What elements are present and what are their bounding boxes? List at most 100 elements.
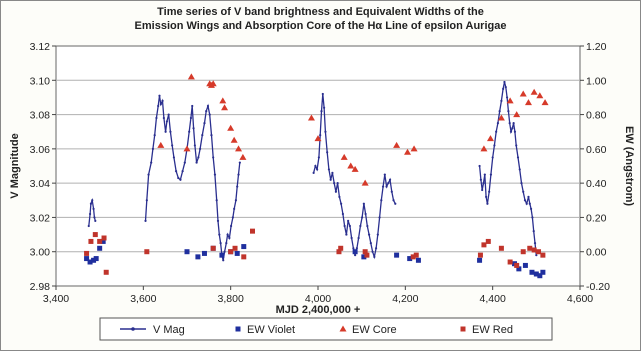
vmag-point xyxy=(88,212,92,216)
vmag-point xyxy=(505,96,509,99)
data-point xyxy=(413,252,419,258)
vmag-point xyxy=(319,134,322,137)
data-point xyxy=(340,153,348,160)
data-point xyxy=(234,250,240,256)
vmag-point xyxy=(183,161,186,164)
vmag-point xyxy=(507,110,510,113)
data-point xyxy=(541,99,549,106)
data-point xyxy=(230,136,238,143)
vmag-point xyxy=(364,212,367,216)
vmag-point xyxy=(383,173,386,176)
data-point xyxy=(97,245,103,251)
vmag-point xyxy=(359,224,362,228)
vmag-point xyxy=(171,144,174,147)
vmag-point xyxy=(331,171,334,174)
vmag-point xyxy=(491,156,494,159)
data-point xyxy=(404,148,412,155)
data-point xyxy=(241,244,247,250)
vmag-point xyxy=(367,233,371,236)
vmag-point xyxy=(532,230,535,233)
vmag-point xyxy=(195,161,198,164)
data-point xyxy=(520,249,526,255)
vmag-point xyxy=(378,216,381,219)
vmag-point xyxy=(215,199,218,202)
vmag-point xyxy=(527,195,530,198)
vmag-point xyxy=(525,202,528,205)
vmag-point xyxy=(334,190,338,193)
vmag-point xyxy=(511,127,514,130)
data-point xyxy=(241,254,247,260)
data-point xyxy=(362,249,368,255)
vmag-point xyxy=(327,168,331,171)
vmag-point xyxy=(361,216,364,219)
vmag-point xyxy=(164,130,167,133)
vmag-point xyxy=(515,144,518,147)
y-tick-label: 3.10 xyxy=(30,75,51,87)
vmag-point xyxy=(320,110,323,113)
data-point xyxy=(336,249,342,255)
data-point xyxy=(239,153,247,160)
data-point xyxy=(407,256,413,262)
vmag-point xyxy=(218,233,221,236)
vmag-point xyxy=(533,242,537,245)
vmag-point xyxy=(478,164,481,168)
y2-tick-label: -0.20 xyxy=(586,281,610,293)
vmag-point xyxy=(380,199,383,202)
data-point xyxy=(481,242,487,248)
data-point xyxy=(91,257,97,263)
vmag-point xyxy=(189,116,193,120)
x-axis-title: MJD 2,400,000 + xyxy=(276,304,361,316)
vmag-point xyxy=(333,182,336,185)
data-point xyxy=(410,254,416,260)
vmag-point xyxy=(329,178,332,181)
data-point xyxy=(232,245,238,251)
vmag-point xyxy=(206,104,210,108)
vmag-point xyxy=(485,195,488,198)
vmag-point xyxy=(483,173,486,176)
vmag-point xyxy=(390,190,393,193)
vmag-point xyxy=(212,156,215,159)
y-tick-label: 3.00 xyxy=(30,247,51,259)
y2-tick-label: 0.00 xyxy=(586,247,607,259)
data-point xyxy=(498,245,504,251)
vmag-point xyxy=(336,182,339,185)
vmag-point xyxy=(177,176,180,180)
data-point xyxy=(364,252,370,258)
vmag-point xyxy=(94,219,97,222)
vmag-point xyxy=(205,110,208,113)
vmag-point xyxy=(352,247,355,250)
vmag-point xyxy=(157,104,160,108)
data-point xyxy=(184,249,190,255)
y2-tick-label: 1.00 xyxy=(586,75,607,87)
y-tick-label: 2.98 xyxy=(30,281,51,293)
vmag-point xyxy=(191,104,194,108)
vmag-point xyxy=(216,219,220,222)
data-point xyxy=(307,114,315,121)
vmag-point xyxy=(316,168,319,171)
x-tick-label: 3,800 xyxy=(218,293,244,305)
vmag-point xyxy=(213,173,217,176)
vmag-point xyxy=(233,207,236,210)
data-point xyxy=(219,252,225,258)
vmag-point xyxy=(357,236,360,240)
legend: V Mag EW Violet EW Core EW Red xyxy=(99,317,553,341)
vmag-point xyxy=(158,94,161,97)
x-tick-label: 3,400 xyxy=(43,293,69,305)
vmag-point xyxy=(355,247,358,250)
vmag-point xyxy=(321,92,324,96)
vmag-point xyxy=(89,202,93,205)
vmag-point xyxy=(314,164,317,168)
vmag-point xyxy=(520,182,523,185)
vmag-point xyxy=(522,190,525,193)
vmag-point xyxy=(174,170,178,173)
data-point xyxy=(209,80,217,87)
data-point xyxy=(144,249,150,255)
vmag-point xyxy=(512,122,515,125)
x-tick-label: 4,200 xyxy=(392,293,418,305)
vmag-point xyxy=(498,110,501,113)
data-point xyxy=(480,145,488,152)
vmag-point xyxy=(155,116,158,120)
vmag-point xyxy=(222,259,225,262)
vmag-point xyxy=(338,195,341,198)
